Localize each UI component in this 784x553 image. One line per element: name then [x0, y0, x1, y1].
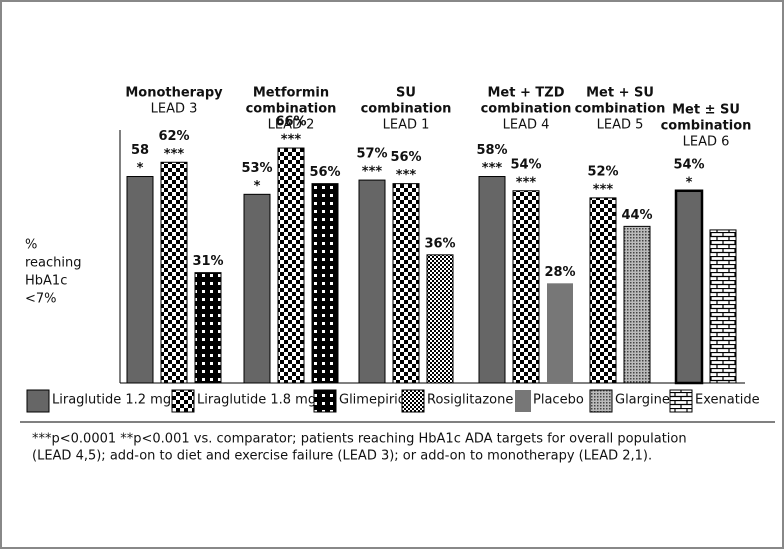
- y-label: reaching: [25, 256, 82, 271]
- category-label: Met ± SU: [672, 103, 740, 118]
- category-label: combination: [661, 119, 752, 134]
- study-label: LEAD 4: [503, 118, 550, 133]
- bar: [277, 147, 305, 384]
- significance: ***: [281, 133, 302, 148]
- category-label: combination: [575, 102, 666, 117]
- legend-swatch: [589, 389, 613, 413]
- legend-swatch: [515, 390, 531, 412]
- value-label: 58: [131, 143, 149, 158]
- legend-swatch: [313, 389, 337, 413]
- bar: [126, 176, 154, 384]
- legend-label: Exenatide: [695, 393, 760, 408]
- significance: ***: [396, 168, 417, 183]
- bar: [426, 254, 454, 384]
- bar: [194, 272, 222, 384]
- category-label: Metformin: [253, 86, 329, 101]
- category-label: combination: [481, 102, 572, 117]
- y-label: HbA1c: [25, 274, 67, 289]
- bar: [243, 193, 271, 384]
- value-label: 56%: [390, 150, 421, 165]
- category-label: combination: [361, 102, 452, 117]
- significance: ***: [482, 161, 503, 176]
- bar: [589, 197, 617, 384]
- significance: *: [254, 179, 261, 194]
- study-label: LEAD 1: [383, 118, 430, 133]
- bar: [392, 183, 420, 384]
- category-label: SU: [396, 86, 416, 101]
- study-label: LEAD 2: [268, 118, 315, 133]
- bar: [311, 183, 339, 384]
- value-label: 58%: [476, 143, 507, 158]
- value-label: 54%: [510, 157, 541, 172]
- bar: [358, 179, 386, 384]
- value-label: 62%: [158, 129, 189, 144]
- legend-swatch: [401, 389, 425, 413]
- bar: [709, 229, 737, 384]
- bar: [512, 190, 540, 384]
- significance: ***: [593, 182, 614, 197]
- footnote: (LEAD 4,5); add-on to diet and exercise …: [32, 449, 652, 464]
- legend-label: Glimepiride: [339, 393, 414, 408]
- significance: *: [686, 175, 693, 190]
- study-label: LEAD 5: [597, 118, 644, 133]
- legend-swatch: [669, 389, 693, 413]
- significance: ***: [362, 165, 383, 180]
- bar: [674, 189, 704, 385]
- y-label: %: [25, 238, 37, 253]
- significance: *: [137, 161, 144, 176]
- category-label: Met + TZD: [488, 86, 565, 101]
- category-label: Monotherapy: [125, 86, 223, 101]
- value-label: 53%: [241, 161, 272, 176]
- legend-label: Glargine: [615, 393, 670, 408]
- value-label: 52%: [587, 164, 618, 179]
- category-label: Met + SU: [586, 86, 654, 101]
- legend-label: Placebo: [533, 393, 584, 408]
- value-label: 66%: [275, 115, 306, 130]
- significance: ***: [164, 147, 185, 162]
- legend-label: Liraglutide 1.2 mg: [52, 393, 171, 408]
- bar: [478, 176, 506, 384]
- significance: ***: [516, 175, 537, 190]
- category-label: combination: [246, 102, 337, 117]
- bar: [160, 161, 188, 384]
- y-label: <7%: [25, 292, 57, 307]
- value-label: 36%: [424, 236, 455, 251]
- value-label: 28%: [544, 265, 575, 280]
- legend-swatch: [171, 389, 195, 413]
- legend-label: Liraglutide 1.8 mg: [197, 393, 316, 408]
- bar: [623, 225, 651, 384]
- footnote: ***p<0.0001 **p<0.001 vs. comparator; pa…: [32, 432, 687, 447]
- study-label: LEAD 3: [151, 102, 198, 117]
- legend-label: Rosiglitazone: [427, 393, 513, 408]
- study-label: LEAD 6: [683, 135, 730, 150]
- value-label: 57%: [356, 147, 387, 162]
- value-label: 54%: [673, 157, 704, 172]
- value-label: 44%: [621, 208, 652, 223]
- bar: [547, 283, 573, 383]
- value-label: 56%: [309, 165, 340, 180]
- value-label: 31%: [192, 254, 223, 269]
- legend-swatch: [26, 389, 50, 413]
